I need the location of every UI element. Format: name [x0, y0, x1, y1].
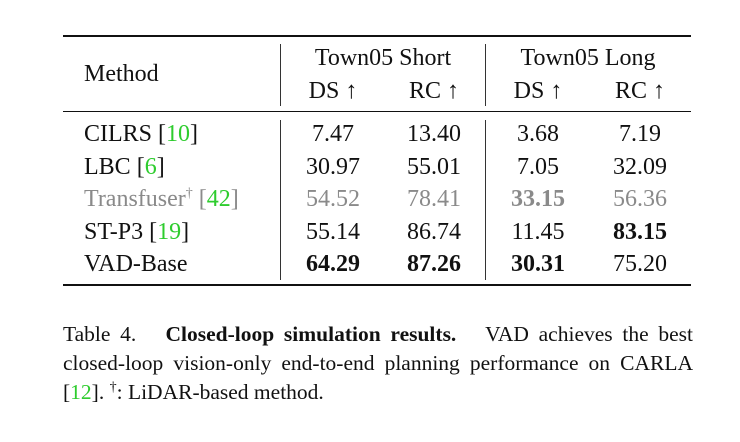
method-cell: CILRS [10] [84, 121, 199, 147]
method-cell: ST-P3 [19] [84, 218, 190, 245]
method-name: CILRS [84, 121, 153, 147]
group-header: Town05 Short [314, 45, 452, 71]
column-divider [485, 120, 487, 280]
value-cell: 30.97 [306, 153, 360, 180]
mid-rule [63, 111, 691, 113]
value-cell: 30.31 [511, 251, 565, 277]
citation-link[interactable]: 19 [157, 218, 182, 245]
method-name: Transfuser [84, 186, 186, 212]
value-cell: 33.15 [511, 186, 565, 212]
value-cell: 78.41 [407, 186, 461, 212]
value-cell: 55.14 [306, 218, 360, 245]
value-cell: 3.68 [517, 121, 559, 147]
value-cell: 75.20 [613, 251, 667, 277]
value-cell: 83.15 [613, 218, 667, 245]
value-cell: 7.05 [517, 153, 559, 180]
metric-header: DS ↑ [513, 78, 563, 104]
table-caption: Table 4. Closed-loop simulation results.… [63, 320, 693, 407]
group-header: Town05 Long [520, 45, 656, 71]
caption-title: Closed-loop simulation results. [165, 322, 457, 346]
value-cell: 13.40 [407, 121, 461, 147]
dagger-symbol: † [109, 379, 117, 395]
column-divider [280, 120, 282, 280]
dagger-symbol: † [185, 186, 193, 201]
citation-link[interactable]: 10 [166, 121, 191, 147]
method-cell: LBC [6] [84, 153, 165, 180]
value-cell: 86.74 [407, 218, 461, 245]
method-name: LBC [84, 153, 131, 180]
value-cell: 7.47 [312, 121, 354, 147]
value-cell: 7.19 [619, 121, 661, 147]
method-cell: Transfuser† [42] [84, 186, 239, 212]
caption-text: : LiDAR-based method. [116, 380, 324, 404]
caption-text: VAD achieves the best closed-loop vision… [63, 322, 694, 404]
value-cell: 56.36 [613, 186, 667, 212]
bottom-rule [63, 284, 691, 286]
caption-text: ]. [91, 380, 110, 404]
value-cell: 64.29 [306, 251, 360, 277]
value-cell: 54.52 [306, 186, 360, 212]
citation-link[interactable]: 6 [144, 153, 157, 180]
column-divider [485, 44, 487, 106]
metric-header: RC ↑ [408, 78, 460, 104]
citation-link[interactable]: 12 [70, 380, 92, 404]
method-header: Method [84, 61, 159, 87]
method-name: VAD-Base [84, 251, 188, 277]
top-rule [63, 35, 691, 37]
metric-header: DS ↑ [308, 78, 358, 104]
value-cell: 87.26 [407, 251, 461, 277]
value-cell: 55.01 [407, 153, 461, 180]
caption-label: Table 4. [63, 322, 137, 346]
column-divider [280, 44, 282, 106]
value-cell: 32.09 [613, 153, 667, 180]
value-cell: 11.45 [511, 218, 565, 245]
metric-header: RC ↑ [614, 78, 666, 104]
citation-link[interactable]: 42 [206, 186, 231, 212]
method-name: ST-P3 [84, 218, 144, 245]
method-cell: VAD-Base [84, 250, 188, 278]
